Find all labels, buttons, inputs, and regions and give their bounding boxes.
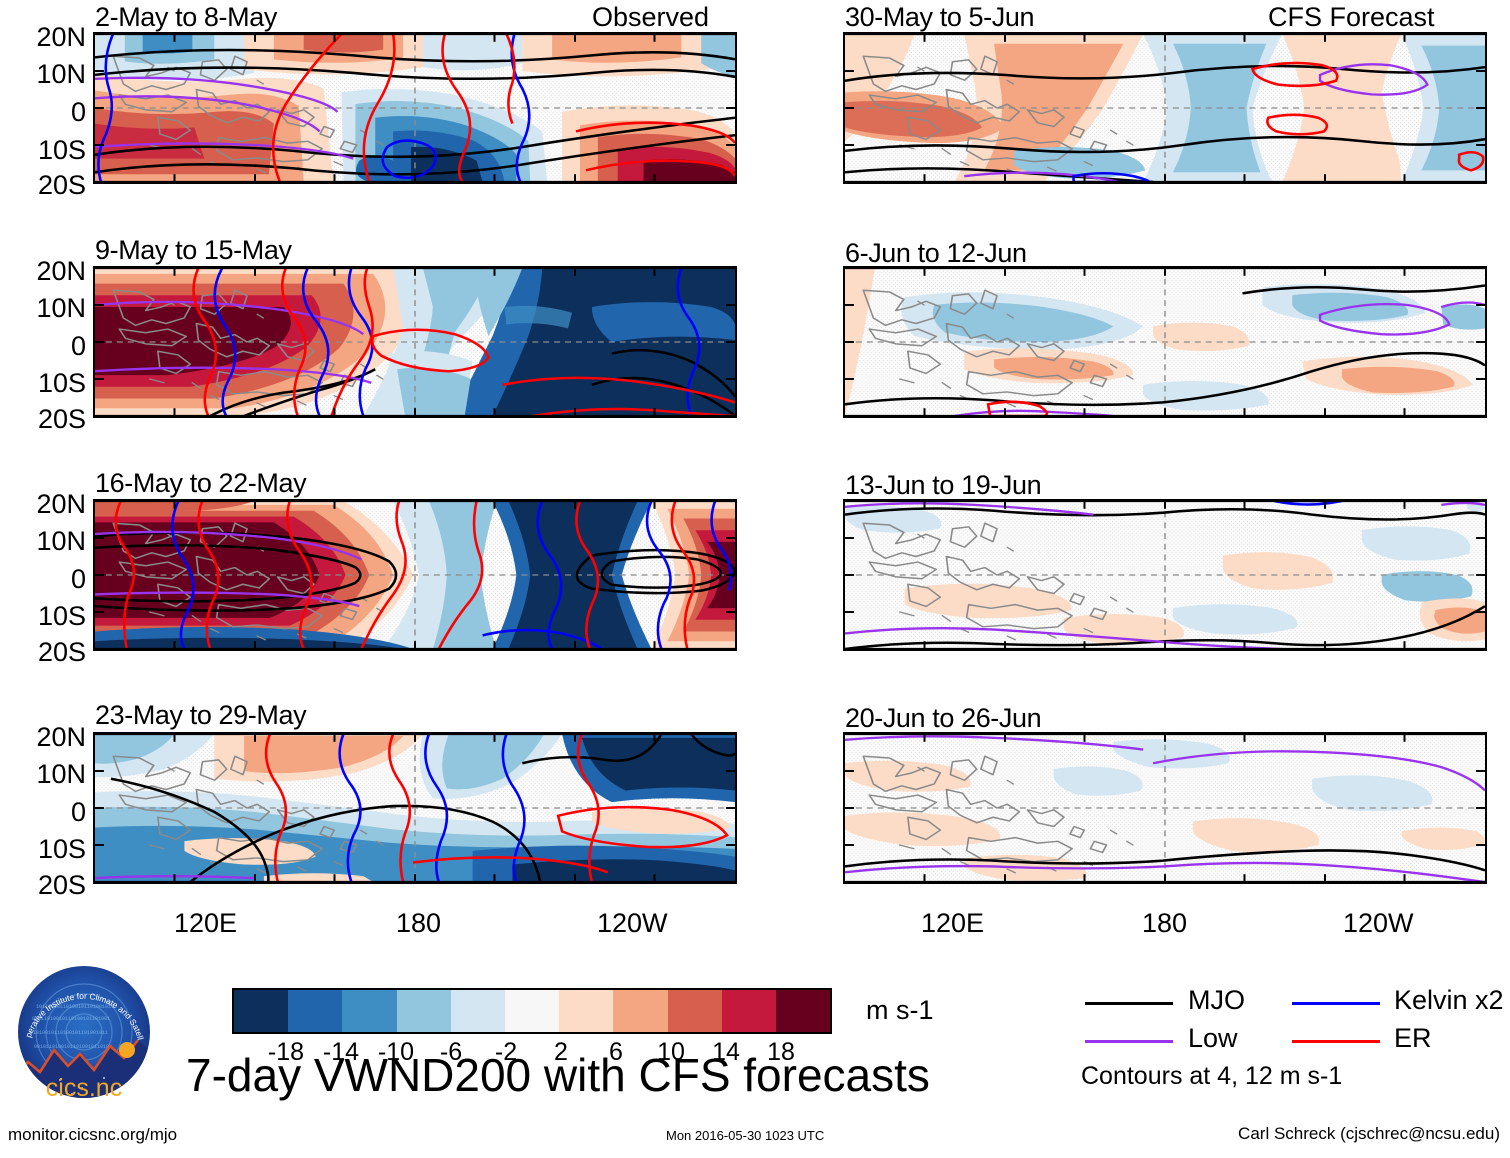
- panel-title-forecast-2: 6-Jun to 12-Jun: [845, 238, 1027, 268]
- svg-text:10110010110100101101001011: 10110010110100101101001011: [36, 1004, 114, 1010]
- xtick-label-120w-left: 120W: [597, 908, 668, 938]
- colorbar-swatch-5: [504, 990, 560, 1032]
- plot-forecast-2[interactable]: [843, 266, 1487, 418]
- legend-label-kelvin: Kelvin x2: [1394, 985, 1504, 1015]
- ytick-label-20s-row2: 20S: [37, 404, 86, 434]
- plot-observed-1[interactable]: [93, 32, 737, 184]
- cics-nc-logo: 10110010110100101101001011 0101101001011…: [14, 962, 150, 1102]
- panel-title-observed-3: 16-May to 22-May: [95, 468, 307, 498]
- plot-forecast-1[interactable]: [843, 32, 1487, 184]
- svg-text:01011010010110100101101001: 01011010010110100101101001: [32, 1016, 110, 1022]
- ytick-label-0-row3: 0: [70, 564, 86, 594]
- colorbar-swatch-8: [667, 990, 722, 1032]
- ytick-label-10s-row2: 10S: [37, 368, 86, 398]
- panel-title-forecast-1: 30-May to 5-Jun: [845, 2, 1035, 32]
- ytick-label-0-row1: 0: [70, 97, 86, 127]
- plot-forecast-3[interactable]: [843, 499, 1487, 651]
- panel-title-observed-1: 2-May to 8-May: [95, 2, 277, 32]
- ytick-label-0-row2: 0: [70, 331, 86, 361]
- ytick-label-0-row4: 0: [70, 797, 86, 827]
- colorbar-tick-18: 18: [767, 1038, 795, 1066]
- colorbar-tick--18: -18: [267, 1038, 305, 1066]
- legend-line-kelvin: [1292, 1002, 1380, 1005]
- svg-text:00101101001011010010110100: 00101101001011010010110100: [34, 1044, 112, 1050]
- colorbar-swatch-10: [775, 990, 831, 1032]
- footer-url[interactable]: monitor.cicsnc.org/mjo: [8, 1125, 178, 1144]
- legend-line-er: [1292, 1040, 1380, 1043]
- plot-observed-3[interactable]: [93, 499, 737, 651]
- colorbar-swatch-9: [721, 990, 776, 1032]
- ytick-label-10n-row3: 10N: [36, 526, 86, 556]
- column-header-observed: Observed: [592, 2, 710, 32]
- colorbar-units-label: m s-1: [866, 995, 934, 1025]
- xtick-label-180-right: 180: [1142, 908, 1188, 938]
- colorbar-swatch-4: [450, 990, 505, 1032]
- colorbar-swatch-7: [613, 990, 668, 1032]
- ytick-label-20s-row1: 20S: [37, 170, 86, 200]
- column-header-forecast: CFS Forecast: [1268, 2, 1435, 32]
- logo-name: cics.nc: [46, 1074, 122, 1102]
- legend-label-low: Low: [1188, 1023, 1238, 1053]
- colorbar-tick--10: -10: [377, 1038, 415, 1066]
- colorbar-tick-14: 14: [712, 1038, 740, 1066]
- colorbar-swatch-1: [288, 990, 343, 1032]
- plot-observed-2[interactable]: [93, 266, 737, 418]
- ytick-label-10n-row1: 10N: [36, 59, 86, 89]
- ytick-label-10s-row4: 10S: [37, 834, 86, 864]
- ytick-label-20s-row4: 20S: [37, 870, 86, 900]
- ytick-label-10n-row4: 10N: [36, 759, 86, 789]
- ytick-label-20n-row4: 20N: [36, 722, 86, 752]
- colorbar-swatch-6: [559, 990, 614, 1032]
- colorbar-tick--2: -2: [494, 1038, 518, 1066]
- panel-title-forecast-3: 13-Jun to 19-Jun: [845, 470, 1042, 500]
- xtick-label-120e-right: 120E: [921, 908, 985, 938]
- panel-title-forecast-4: 20-Jun to 26-Jun: [845, 703, 1042, 733]
- legend-label-mjo: MJO: [1188, 985, 1245, 1015]
- figure-title: 7-day VWND200 with CFS forecasts: [186, 1049, 930, 1101]
- footer-author[interactable]: Carl Schreck (cjschrec@ncsu.edu): [1238, 1124, 1500, 1143]
- panel-title-observed-2: 9-May to 15-May: [95, 235, 292, 265]
- ytick-label-10s-row3: 10S: [37, 601, 86, 631]
- panel-title-observed-4: 23-May to 29-May: [95, 700, 307, 730]
- ytick-label-20n-row2: 20N: [36, 256, 86, 286]
- colorbar-tick--14: -14: [322, 1038, 360, 1066]
- svg-text:11010010110100101101001011: 11010010110100101101001011: [30, 1030, 108, 1036]
- colorbar-swatch-3: [396, 990, 451, 1032]
- contour-note: Contours at 4, 12 m s-1: [1081, 1062, 1343, 1090]
- legend-line-mjo: [1085, 1002, 1173, 1005]
- footer-timestamp: Mon 2016-05-30 1023 UTC: [666, 1128, 825, 1143]
- ytick-label-10s-row1: 10S: [37, 135, 86, 165]
- colorbar-tick-6: 6: [609, 1038, 623, 1066]
- plot-forecast-4[interactable]: [843, 732, 1487, 884]
- legend-label-er: ER: [1394, 1023, 1432, 1053]
- colorbar-tick-10: 10: [657, 1038, 685, 1066]
- xtick-label-120w-right: 120W: [1343, 908, 1414, 938]
- plot-observed-4[interactable]: [93, 732, 737, 884]
- ytick-label-10n-row2: 10N: [36, 293, 86, 323]
- ytick-label-20s-row3: 20S: [37, 637, 86, 667]
- ytick-label-20n-row3: 20N: [36, 489, 86, 519]
- legend-line-low: [1085, 1040, 1173, 1043]
- colorbar-swatch-0: [234, 990, 289, 1032]
- colorbar-tick--6: -6: [439, 1038, 463, 1066]
- xtick-label-180-left: 180: [396, 908, 442, 938]
- colorbar-swatch-2: [342, 990, 397, 1032]
- xtick-label-120e-left: 120E: [174, 908, 238, 938]
- ytick-label-20n-row1: 20N: [36, 22, 86, 52]
- colorbar-tick-2: 2: [554, 1038, 568, 1066]
- colorbar: [232, 988, 832, 1034]
